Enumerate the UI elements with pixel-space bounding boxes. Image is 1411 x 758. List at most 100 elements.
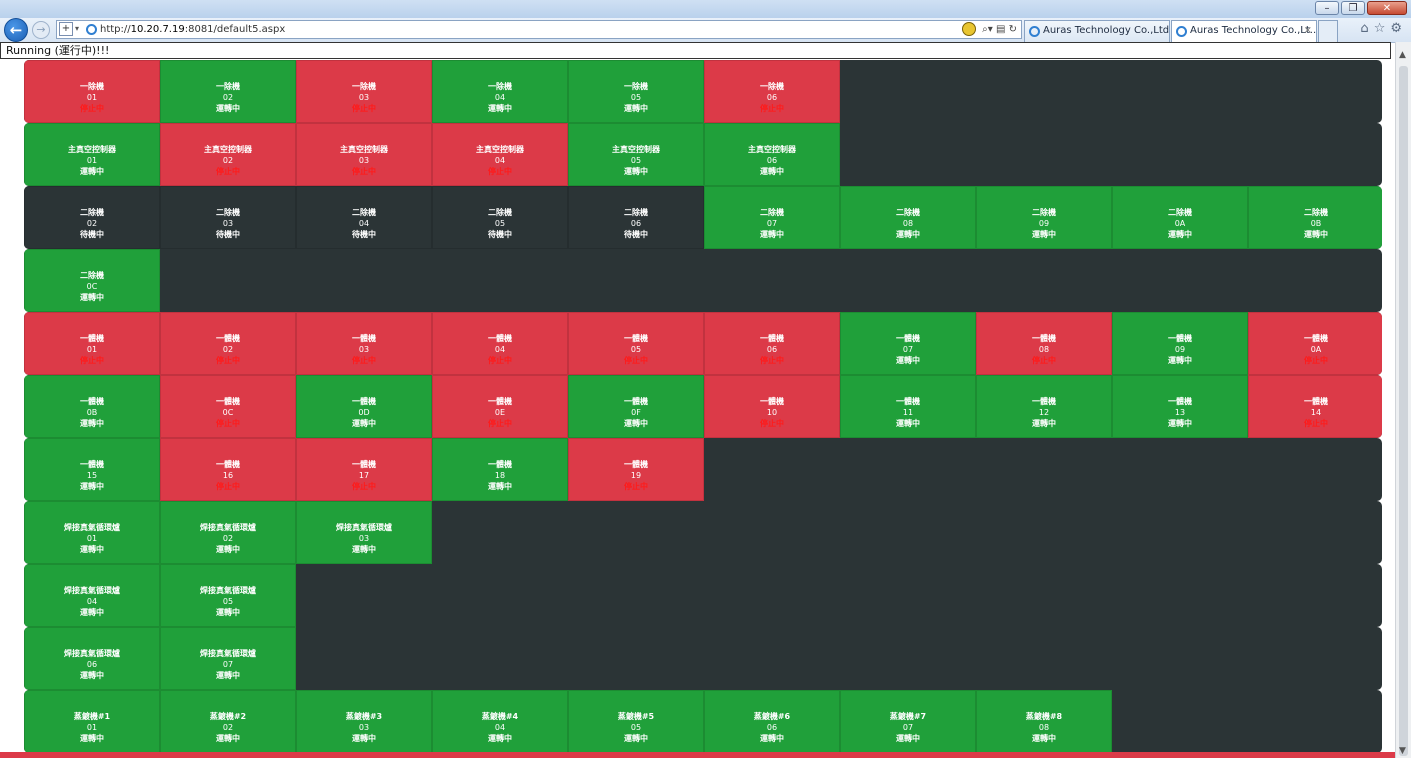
machine-tile[interactable]: 一體機 10 停止中 (704, 375, 840, 438)
chevron-down-icon[interactable]: ▾ (75, 24, 80, 33)
machine-tile[interactable]: 蒸鍍機#7 07 運轉中 (840, 690, 976, 753)
machine-tile[interactable]: 二除機 06 待機中 (568, 186, 704, 249)
machine-tile[interactable]: 一除機 05 運轉中 (568, 60, 704, 123)
machine-tile[interactable]: 一體機 17 停止中 (296, 438, 432, 501)
machine-tile[interactable]: 一體機 05 停止中 (568, 312, 704, 375)
machine-tile[interactable]: 二除機 09 運轉中 (976, 186, 1112, 249)
machine-tile[interactable]: 焊接真氣循環爐 01 運轉中 (24, 501, 160, 564)
gear-icon[interactable]: ⚙ (1390, 21, 1407, 36)
machine-tile[interactable]: 一體機 02 停止中 (160, 312, 296, 375)
favorites-star-icon[interactable]: ☆ (1373, 21, 1391, 36)
machine-tile[interactable]: 蒸鍍機#5 05 運轉中 (568, 690, 704, 753)
machine-tile[interactable]: 二除機 0A 運轉中 (1112, 186, 1248, 249)
machine-tile[interactable]: 二除機 05 待機中 (432, 186, 568, 249)
machine-tile[interactable]: 焊接真氣循環爐 03 運轉中 (296, 501, 432, 564)
scrollbar-thumb[interactable] (1399, 66, 1408, 756)
address-bar[interactable]: + ▾ http://10.20.7.19:8081/default5.aspx… (56, 20, 1022, 39)
machine-tile[interactable]: 蒸鍍機#8 08 運轉中 (976, 690, 1112, 753)
machine-tile[interactable]: 一體機 12 運轉中 (976, 375, 1112, 438)
machine-tile[interactable]: 主真空控制器 04 停止中 (432, 123, 568, 186)
back-arrow-icon[interactable]: ← (4, 18, 28, 42)
machine-name: 一體機 (80, 460, 104, 469)
machine-tile[interactable]: 焊接真氣循環爐 02 運轉中 (160, 501, 296, 564)
machine-tile[interactable]: 一除機 04 運轉中 (432, 60, 568, 123)
machine-tile[interactable]: 主真空控制器 05 運轉中 (568, 123, 704, 186)
machine-tile[interactable]: 一體機 07 運轉中 (840, 312, 976, 375)
machine-tile[interactable]: 蒸鍍機#4 04 運轉中 (432, 690, 568, 753)
machine-tile[interactable]: 二除機 03 待機中 (160, 186, 296, 249)
machine-tile[interactable]: 一體機 16 停止中 (160, 438, 296, 501)
machine-id: 03 (358, 93, 370, 102)
machine-tile[interactable]: 一體機 0E 停止中 (432, 375, 568, 438)
rss-icon[interactable]: ▤ (995, 24, 1006, 35)
machine-tile[interactable]: 主真空控制器 03 停止中 (296, 123, 432, 186)
machine-name: 一體機 (1032, 397, 1056, 406)
machine-tile[interactable]: 蒸鍍機#2 02 運轉中 (160, 690, 296, 753)
refresh-icon[interactable]: ↻ (1008, 24, 1017, 35)
machine-tile[interactable]: 一體機 0C 停止中 (160, 375, 296, 438)
scroll-up-icon[interactable]: ▲ (1399, 50, 1406, 60)
compatibility-view-icon[interactable] (962, 22, 977, 36)
machine-tile[interactable]: 焊接真氣循環爐 05 運轉中 (160, 564, 296, 627)
machine-tile[interactable]: 一體機 0D 運轉中 (296, 375, 432, 438)
machine-tile[interactable]: 二除機 08 運轉中 (840, 186, 976, 249)
machine-tile[interactable]: 二除機 0C 運轉中 (24, 249, 160, 312)
machine-tile[interactable]: 一體機 0B 運轉中 (24, 375, 160, 438)
machine-tile[interactable]: 一體機 06 停止中 (704, 312, 840, 375)
machine-tile[interactable]: 一體機 03 停止中 (296, 312, 432, 375)
machine-tile[interactable]: 二除機 04 待機中 (296, 186, 432, 249)
machine-tile[interactable]: 一體機 14 停止中 (1248, 375, 1382, 438)
machine-status: 運轉中 (216, 671, 240, 680)
machine-tile[interactable]: 一體機 13 運轉中 (1112, 375, 1248, 438)
machine-tile[interactable]: 主真空控制器 02 停止中 (160, 123, 296, 186)
machine-row: 一體機 15 運轉中 一體機 16 停止中 一體機 17 停止中 一體機 18 運轉中 一體機 19 停止中 (24, 438, 1382, 501)
machine-tile[interactable]: 一體機 08 停止中 (976, 312, 1112, 375)
machine-tile[interactable]: 主真空控制器 06 運轉中 (704, 123, 840, 186)
add-favorite-icon[interactable]: + (59, 22, 73, 36)
machine-tile[interactable]: 二除機 0B 運轉中 (1248, 186, 1382, 249)
machine-tile[interactable]: 蒸鍍機#6 06 運轉中 (704, 690, 840, 753)
machine-tile[interactable]: 一體機 09 運轉中 (1112, 312, 1248, 375)
machine-tile[interactable]: 蒸鍍機#3 03 運轉中 (296, 690, 432, 753)
machine-tile[interactable]: 主真空控制器 01 運轉中 (24, 123, 160, 186)
search-icon[interactable]: ⌕▾ (982, 24, 993, 35)
machine-tile[interactable]: 一除機 02 運轉中 (160, 60, 296, 123)
scroll-down-icon[interactable]: ▼ (1399, 746, 1406, 756)
restore-icon[interactable]: ❐ (1341, 1, 1365, 15)
machine-tile[interactable]: 一體機 04 停止中 (432, 312, 568, 375)
new-tab-button[interactable] (1318, 20, 1338, 42)
machine-tile-content: 二除機 08 運轉中 (840, 207, 976, 240)
machine-tile-content: 蒸鍍機#2 02 運轉中 (160, 711, 296, 744)
home-icon[interactable]: ⌂ (1360, 21, 1374, 36)
machine-name: 二除機 (1032, 208, 1056, 217)
tab-auras-2[interactable]: Auras Technology Co.,Lt... × (1171, 20, 1317, 42)
machine-status: 停止中 (352, 167, 376, 176)
machine-tile[interactable]: 一除機 03 停止中 (296, 60, 432, 123)
machine-tile[interactable]: 焊接真氣循環爐 06 運轉中 (24, 627, 160, 690)
machine-tile[interactable]: 一體機 0A 停止中 (1248, 312, 1382, 375)
machine-tile[interactable]: 一體機 15 運轉中 (24, 438, 160, 501)
close-icon[interactable]: ✕ (1367, 1, 1407, 15)
machine-tile[interactable]: 一除機 06 停止中 (704, 60, 840, 123)
machine-tile-content: 主真空控制器 02 停止中 (160, 144, 296, 177)
machine-tile[interactable]: 二除機 02 待機中 (24, 186, 160, 249)
machine-tile[interactable]: 一除機 01 停止中 (24, 60, 160, 123)
machine-tile[interactable]: 焊接真氣循環爐 07 運轉中 (160, 627, 296, 690)
vertical-scrollbar[interactable]: ▲ ▼ (1395, 42, 1411, 758)
forward-arrow-icon[interactable]: → (32, 21, 50, 39)
machine-tile[interactable]: 一體機 19 停止中 (568, 438, 704, 501)
machine-tile[interactable]: 焊接真氣循環爐 04 運轉中 (24, 564, 160, 627)
machine-tile[interactable]: 一體機 11 運轉中 (840, 375, 976, 438)
machine-tile[interactable]: 蒸鍍機#1 01 運轉中 (24, 690, 160, 753)
machine-tile[interactable]: 一體機 0F 運轉中 (568, 375, 704, 438)
machine-tile[interactable]: 一體機 18 運轉中 (432, 438, 568, 501)
machine-name: 一體機 (80, 334, 104, 343)
machine-tile-content: 二除機 0B 運轉中 (1248, 207, 1382, 240)
machine-tile[interactable]: 一體機 01 停止中 (24, 312, 160, 375)
tab-auras-1[interactable]: Auras Technology Co.,Ltd.A... (1024, 20, 1170, 42)
machine-id: 05 (630, 156, 642, 165)
tab-close-icon[interactable]: × (1303, 25, 1312, 36)
minimize-icon[interactable]: – (1315, 1, 1339, 15)
machine-tile[interactable]: 二除機 07 運轉中 (704, 186, 840, 249)
machine-tile-content: 蒸鍍機#1 01 運轉中 (24, 711, 160, 744)
